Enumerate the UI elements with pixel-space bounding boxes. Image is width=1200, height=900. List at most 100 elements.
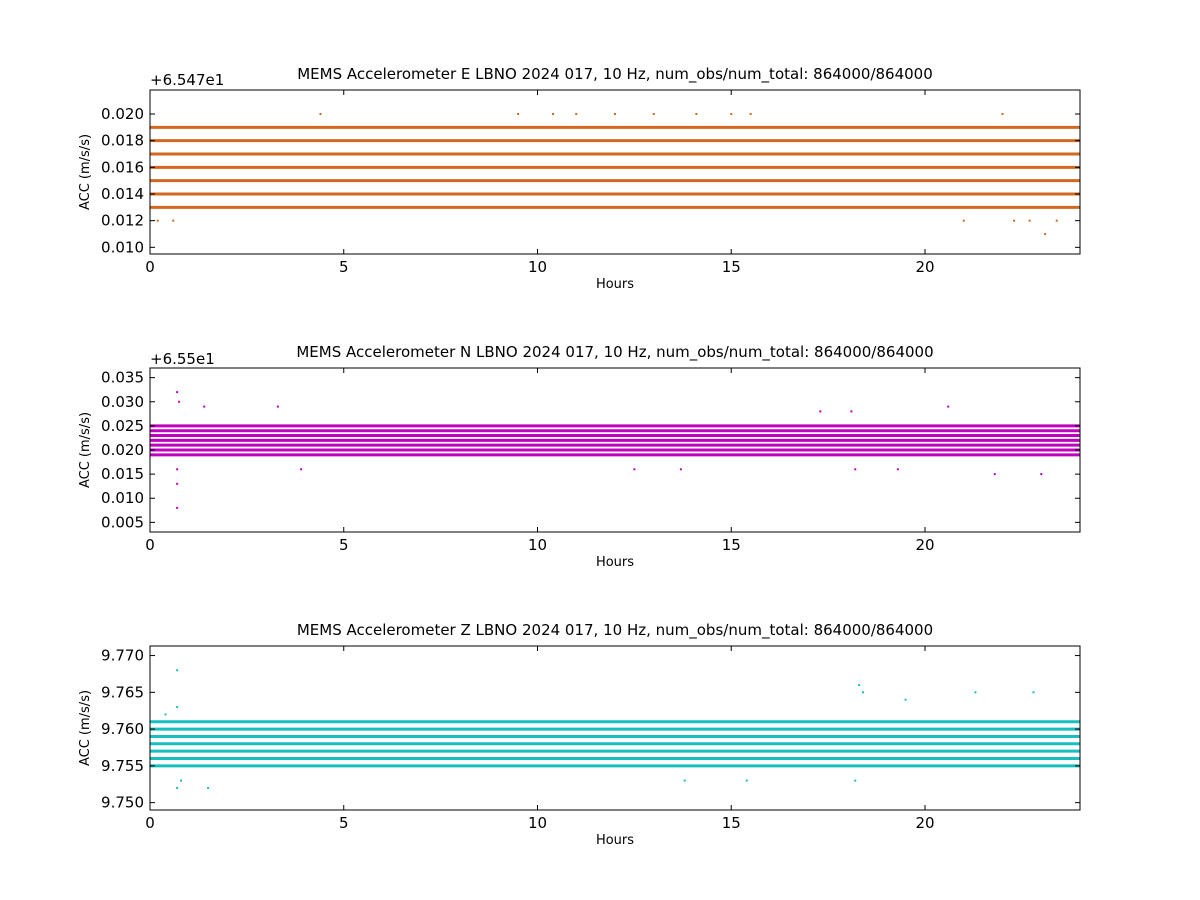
panel-vertical-x-tick-label-0: 0 [145, 814, 155, 832]
panel-north-x-tick-label-1: 5 [339, 536, 349, 554]
panel-north-data-point-7 [300, 468, 303, 471]
panel-east: MEMS Accelerometer E LBNO 2024 017, 10 H… [78, 65, 1081, 292]
panel-east-offset-label: +6.547e1 [150, 71, 224, 89]
panel-north-x-tick-label-3: 15 [722, 536, 741, 554]
panel-vertical-data-point-5 [207, 786, 210, 789]
panel-north-data-point-12 [947, 405, 950, 408]
panel-vertical-y-tick-label-3: 9.765 [101, 683, 144, 701]
panel-east-data-point-10 [749, 113, 752, 115]
panel-vertical-y-tick-label-1: 9.755 [101, 757, 144, 775]
panel-east-data-point-11 [962, 219, 965, 222]
panel-vertical-data-point-2 [176, 706, 179, 709]
panel-north-data-point-10 [854, 468, 857, 471]
panel-north-data-point-4 [176, 506, 179, 509]
panel-vertical-data-point-7 [862, 691, 864, 694]
panel-north-offset-label: +6.55e1 [150, 350, 215, 368]
panel-vertical-plot-area: 0 5 10 15 20 9.750 9.755 9.760 9.765 9.770 [101, 645, 1081, 832]
panel-east-y-tick-label-2: 0.014 [101, 185, 144, 203]
panel-north-y-tick-label-6: 0.035 [101, 369, 144, 387]
panel-north-data-point-14 [1040, 473, 1043, 476]
panel-north-data-point-6 [276, 405, 279, 408]
panel-east-x-tick-label-0: 0 [145, 258, 155, 276]
panel-east-data-point-12 [1001, 113, 1004, 115]
panel-north-y-tick-label-1: 0.010 [101, 489, 144, 507]
panel-vertical-data-point-6 [858, 683, 861, 686]
panel-vertical-x-tick-label-1: 5 [339, 814, 349, 832]
panel-east-y-tick-label-4: 0.018 [101, 132, 144, 150]
panel-east-x-tick-label-3: 15 [722, 258, 741, 276]
panel-east-plot-area: 0 5 10 15 20 0.010 0.012 0.014 0.016 0.018 0.020 [101, 89, 1081, 276]
panel-vertical-x-tick-label-4: 20 [915, 814, 934, 832]
panel-east-data-point-6 [614, 113, 616, 115]
panel-vertical-data-point-4 [180, 779, 182, 782]
panel-north-data-point-13 [993, 473, 996, 476]
panel-vertical-title: MEMS Accelerometer Z LBNO 2024 017, 10 H… [297, 621, 933, 640]
panel-north-data-point-2 [176, 468, 179, 471]
panel-north-data-point-3 [176, 482, 179, 485]
panel-east-xlabel: Hours [596, 277, 634, 292]
panel-east-data-point-16 [1055, 219, 1058, 222]
panel-vertical-data-point-11 [904, 698, 907, 701]
panel-vertical-xlabel: Hours [596, 833, 634, 848]
panel-vertical-y-tick-label-2: 9.760 [101, 720, 144, 738]
panel-vertical-y-tick-label-4: 9.770 [101, 647, 144, 665]
panel-east-data-point-5 [575, 113, 578, 115]
panel-north-x-tick-label-2: 10 [528, 536, 547, 554]
panel-east-title: MEMS Accelerometer E LBNO 2024 017, 10 H… [297, 65, 933, 84]
panel-east-data-point-3 [517, 113, 520, 115]
panel-north-plot-area: 0 5 10 15 20 0.005 0.010 0.015 0.020 0.025 0.030 0.… [101, 367, 1081, 554]
panel-north-y-tick-label-3: 0.020 [101, 441, 144, 459]
panel-vertical-data-point-9 [974, 691, 977, 694]
panel-east-data-point-13 [1013, 219, 1016, 222]
panel-vertical-data-point-3 [176, 786, 179, 789]
panel-vertical-data-point-8 [854, 779, 857, 782]
panel-vertical-x-tick-label-2: 10 [528, 814, 547, 832]
panel-vertical-data-point-0 [176, 669, 179, 672]
panel-east-data-point-15 [1044, 233, 1047, 235]
panel-north-x-tick-label-4: 20 [915, 536, 934, 554]
panel-north-ylabel: ACC (m/s/s) [78, 412, 93, 488]
panel-north-y-tick-label-4: 0.025 [101, 417, 144, 435]
panel-east-data-point-7 [652, 113, 655, 115]
panel-east-x-tick-label-4: 20 [915, 258, 934, 276]
panel-east-x-tick-label-2: 10 [528, 258, 547, 276]
panel-vertical: MEMS Accelerometer Z LBNO 2024 017, 10 H… [78, 621, 1081, 848]
panel-east-data-point-8 [695, 113, 698, 115]
panel-east-y-tick-label-0: 0.010 [101, 238, 144, 256]
panel-east-data-point-2 [319, 113, 322, 115]
panel-north-y-tick-label-0: 0.005 [101, 513, 144, 531]
panel-north: MEMS Accelerometer N LBNO 2024 017, 10 H… [78, 343, 1081, 570]
panel-east-data-point-1 [172, 219, 175, 222]
panel-north-data-point-0 [176, 391, 179, 394]
panel-east-y-tick-label-3: 0.016 [101, 158, 144, 176]
panel-east-axes-frame [149, 89, 1081, 255]
panel-east-x-tick-label-1: 5 [339, 258, 349, 276]
panel-north-title: MEMS Accelerometer N LBNO 2024 017, 10 H… [296, 343, 933, 362]
panel-vertical-x-tick-label-3: 15 [722, 814, 741, 832]
panel-north-data-point-9 [679, 468, 682, 471]
panel-vertical-data-point-1 [164, 713, 167, 716]
panel-vertical-axes-frame [149, 645, 1081, 811]
panel-east-y-tick-label-1: 0.012 [101, 212, 144, 230]
panel-vertical-y-tick-label-0: 9.750 [101, 794, 144, 812]
panel-east-data-point-9 [730, 113, 733, 115]
panel-vertical-data-point-12 [683, 779, 686, 782]
panel-east-ylabel: ACC (m/s/s) [78, 134, 93, 210]
panel-east-data-point-14 [1028, 219, 1031, 222]
panel-vertical-ylabel: ACC (m/s/s) [78, 690, 93, 766]
panel-north-data-point-11 [896, 468, 899, 471]
panel-north-data-point-5 [203, 405, 206, 408]
panel-east-y-tick-label-5: 0.020 [101, 105, 144, 123]
panel-north-x-tick-label-0: 0 [145, 536, 155, 554]
panel-east-data-point-4 [552, 113, 554, 115]
panel-north-xlabel: Hours [596, 555, 634, 570]
panel-north-data-point-8 [633, 468, 636, 471]
panel-north-data-point-15 [819, 410, 822, 413]
panel-vertical-data-point-10 [1032, 691, 1035, 694]
panel-north-y-tick-label-2: 0.015 [101, 465, 144, 483]
panel-north-y-tick-label-5: 0.030 [101, 393, 144, 411]
panel-north-data-point-16 [850, 410, 853, 413]
panel-vertical-data-point-13 [745, 779, 748, 782]
panel-east-data-point-0 [156, 219, 159, 222]
